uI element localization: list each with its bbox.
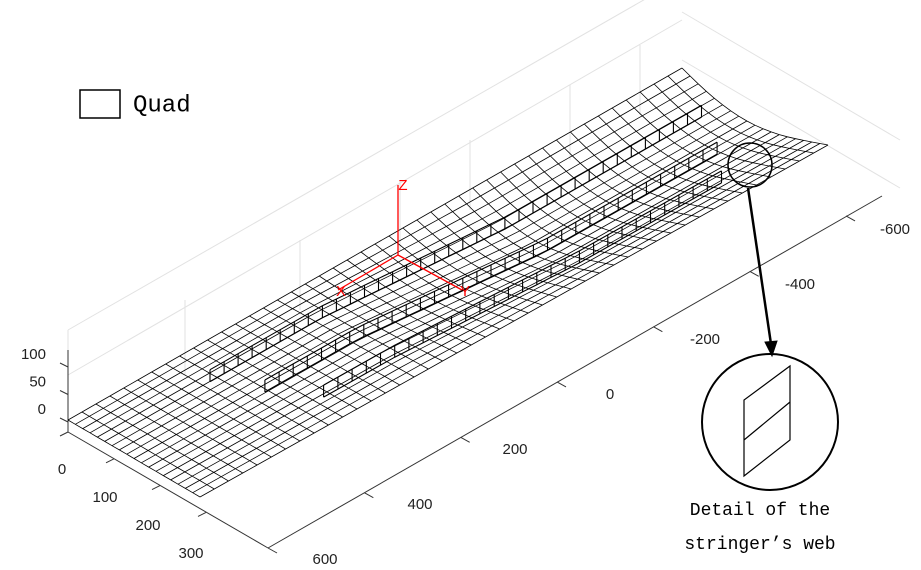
mesh-line xyxy=(249,315,386,394)
y-tick xyxy=(653,326,663,333)
triad: X Y Z xyxy=(336,177,470,300)
mesh-line xyxy=(235,323,372,402)
triad-label: Y xyxy=(460,283,470,300)
axis-line xyxy=(67,431,269,549)
mesh-line xyxy=(151,371,286,450)
y-tick xyxy=(364,492,374,499)
mesh-line xyxy=(416,219,557,298)
mesh-line xyxy=(598,115,743,194)
y-tick xyxy=(267,547,278,554)
mesh-line xyxy=(193,347,329,426)
mesh-line xyxy=(402,227,543,306)
triad-axes xyxy=(337,185,463,291)
detail xyxy=(701,142,839,491)
mesh-line xyxy=(277,299,415,378)
mesh-line xyxy=(514,163,657,242)
y-tick xyxy=(749,270,759,277)
mesh-line xyxy=(332,267,472,346)
x-tick-label: 100 xyxy=(92,489,117,506)
y-tick-label: 600 xyxy=(312,551,337,568)
legend-swatch xyxy=(79,89,121,119)
stringer xyxy=(264,141,718,393)
mesh-line xyxy=(374,243,515,322)
axes xyxy=(59,195,883,554)
mesh-line xyxy=(179,355,315,434)
mesh-line xyxy=(165,363,301,442)
mesh-line xyxy=(542,147,686,226)
x-tick xyxy=(197,511,207,517)
mesh-line xyxy=(221,331,358,410)
mesh-line xyxy=(681,67,829,146)
mesh-line xyxy=(444,203,586,282)
z-tick xyxy=(59,417,69,423)
mesh-line xyxy=(472,187,614,266)
y-tick xyxy=(460,436,470,443)
triad-label: X xyxy=(336,283,346,300)
mesh-line xyxy=(584,123,729,202)
mesh-line xyxy=(458,195,600,274)
mesh-line xyxy=(625,99,771,178)
detail-circle xyxy=(701,353,839,491)
z-tick-label: 50 xyxy=(29,373,46,390)
z-tick xyxy=(59,390,69,395)
z-tick-label: 100 xyxy=(21,346,46,363)
axis-line xyxy=(267,195,883,549)
y-tick-label: 400 xyxy=(407,496,432,513)
mesh-line xyxy=(500,171,643,250)
mesh-line xyxy=(291,291,429,370)
triad-label: Z xyxy=(398,177,407,194)
mesh-line xyxy=(95,403,229,482)
y-tick-label: 0 xyxy=(606,386,614,403)
mesh-line xyxy=(667,75,814,154)
arrow xyxy=(746,187,773,345)
mesh-line xyxy=(137,379,272,458)
mesh-line xyxy=(304,283,443,362)
x-tick xyxy=(59,431,69,437)
detail-marker xyxy=(727,142,773,188)
mesh-line xyxy=(486,179,629,258)
x-tick xyxy=(105,458,115,464)
x-tick-label: 200 xyxy=(135,517,160,534)
mesh-line xyxy=(611,107,757,186)
y-tick-label: -200 xyxy=(690,331,720,348)
mesh-line xyxy=(263,307,400,386)
mesh-line xyxy=(528,155,672,234)
x-tick-label: 0 xyxy=(58,461,66,478)
stringer xyxy=(323,170,723,398)
y-tick xyxy=(556,381,567,388)
mesh-line xyxy=(109,395,244,474)
web-detail xyxy=(743,364,791,478)
mesh-line xyxy=(123,387,258,466)
mesh xyxy=(67,67,829,498)
mesh-line xyxy=(207,339,343,418)
mesh-line xyxy=(360,251,500,330)
stringer xyxy=(209,104,703,383)
mesh-line xyxy=(346,259,486,338)
y-tick xyxy=(845,215,856,222)
x-tick-label: 300 xyxy=(178,545,203,562)
mesh-line xyxy=(430,211,572,290)
mesh-line xyxy=(570,131,714,210)
mesh-line xyxy=(81,411,215,490)
y-tick-label: -600 xyxy=(880,221,910,238)
z-tick-label: 0 xyxy=(38,401,46,418)
arrow-head xyxy=(764,340,778,358)
annotation: stringer’s web xyxy=(684,535,835,555)
z-tick xyxy=(59,362,69,368)
annotation: Detail of the xyxy=(690,501,830,521)
mesh-line xyxy=(388,235,529,314)
mesh-line xyxy=(318,275,458,354)
legend: Quad xyxy=(79,89,191,119)
legend-label: Quad xyxy=(133,92,191,119)
y-tick-label: 200 xyxy=(502,441,527,458)
mesh-line xyxy=(556,139,700,218)
mesh-line xyxy=(67,419,201,498)
y-tick-label: -400 xyxy=(785,276,815,293)
mesh-line xyxy=(639,91,786,170)
mesh-line xyxy=(653,83,800,162)
x-tick xyxy=(151,485,161,491)
